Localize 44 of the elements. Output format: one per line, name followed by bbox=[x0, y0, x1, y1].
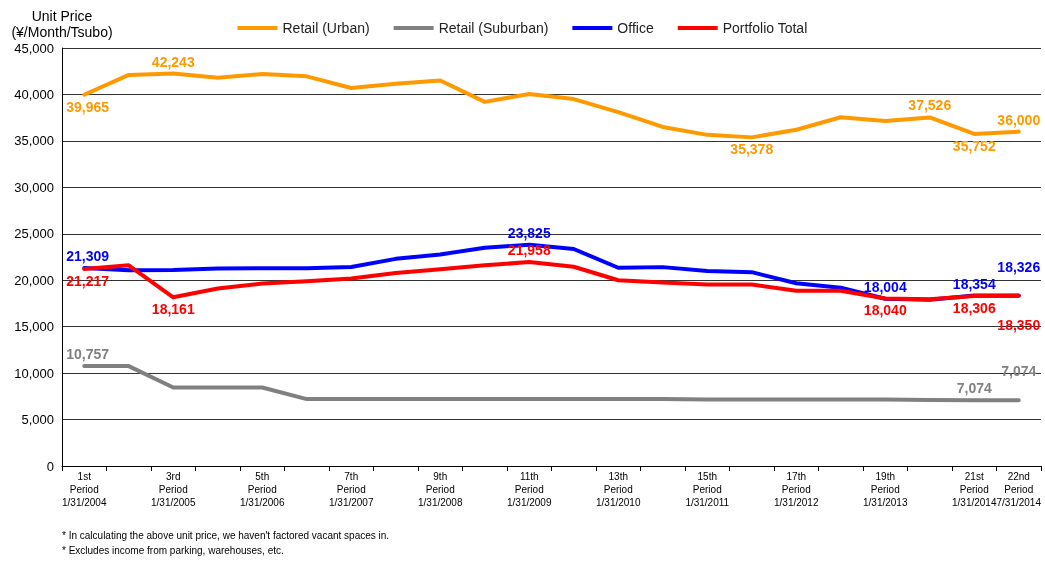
y-tick-label: 30,000 bbox=[14, 179, 54, 195]
x-tick-label: 17th Period 1/31/2012 bbox=[774, 471, 819, 508]
data-label: 18,004 bbox=[863, 278, 907, 295]
data-label: 10,757 bbox=[66, 346, 110, 363]
data-label: 18,306 bbox=[952, 299, 996, 316]
y-tick-label: 45,000 bbox=[14, 40, 54, 56]
data-label: 21,958 bbox=[507, 242, 551, 259]
x-tick-label: 7th Period 1/31/2007 bbox=[329, 471, 374, 508]
data-label: 35,378 bbox=[730, 141, 774, 158]
y-tick-label: 5,000 bbox=[21, 412, 54, 428]
text: * In calculating the above unit price, we haven't factored vacant spaces in. bbox=[62, 529, 390, 541]
data-label: 37,526 bbox=[908, 97, 952, 114]
data-label: 7,074 bbox=[956, 380, 992, 397]
legend-label: Retail (Suburban) bbox=[438, 20, 549, 36]
x-tick-label: 11th Period 1/31/2009 bbox=[507, 471, 552, 508]
x-tick-label: 5th Period 1/31/2006 bbox=[240, 471, 285, 508]
y-tick-label: 20,000 bbox=[14, 272, 54, 288]
x-tick-label: 19th Period 1/31/2013 bbox=[863, 471, 908, 508]
data-label: 39,965 bbox=[66, 98, 110, 115]
y-tick-label: 10,000 bbox=[14, 365, 54, 381]
data-label: 36,000 bbox=[997, 111, 1041, 128]
x-tick-label: 21st Period 1/31/2014 bbox=[952, 471, 997, 508]
x-tick-label: 9th Period 1/31/2008 bbox=[418, 471, 463, 508]
x-tick-label: 22nd Period 7/31/2014 bbox=[996, 471, 1042, 508]
data-label: 42,243 bbox=[151, 53, 195, 70]
y-tick-label: 0 bbox=[46, 458, 54, 474]
text: * Excludes income from parking, warehouses, etc. bbox=[62, 544, 284, 556]
legend-label: Portfolio Total bbox=[722, 20, 808, 36]
y-tick-label: 15,000 bbox=[14, 319, 54, 335]
y-tick-label: 25,000 bbox=[14, 226, 54, 242]
x-tick-label: 15th Period 1/31/2011 bbox=[685, 471, 730, 508]
data-label: 18,040 bbox=[863, 302, 907, 319]
legend-label: Office bbox=[617, 20, 654, 36]
data-label: 18,161 bbox=[151, 301, 195, 318]
data-label: 35,752 bbox=[952, 137, 996, 154]
y-tick-label: 40,000 bbox=[14, 86, 54, 102]
x-tick-label: 1st Period 1/31/2004 bbox=[62, 471, 107, 508]
y-tick-label: 35,000 bbox=[14, 133, 54, 149]
legend-label: Retail (Urban) bbox=[282, 20, 370, 36]
x-tick-label: 3rd Period 1/31/2005 bbox=[151, 471, 196, 508]
data-label: 18,326 bbox=[997, 258, 1041, 275]
y-axis-title: Unit Price (¥/Month/Tsubo) bbox=[11, 8, 113, 40]
data-label: 21,309 bbox=[66, 248, 110, 265]
x-tick-label: 13th Period 1/31/2010 bbox=[596, 471, 641, 508]
